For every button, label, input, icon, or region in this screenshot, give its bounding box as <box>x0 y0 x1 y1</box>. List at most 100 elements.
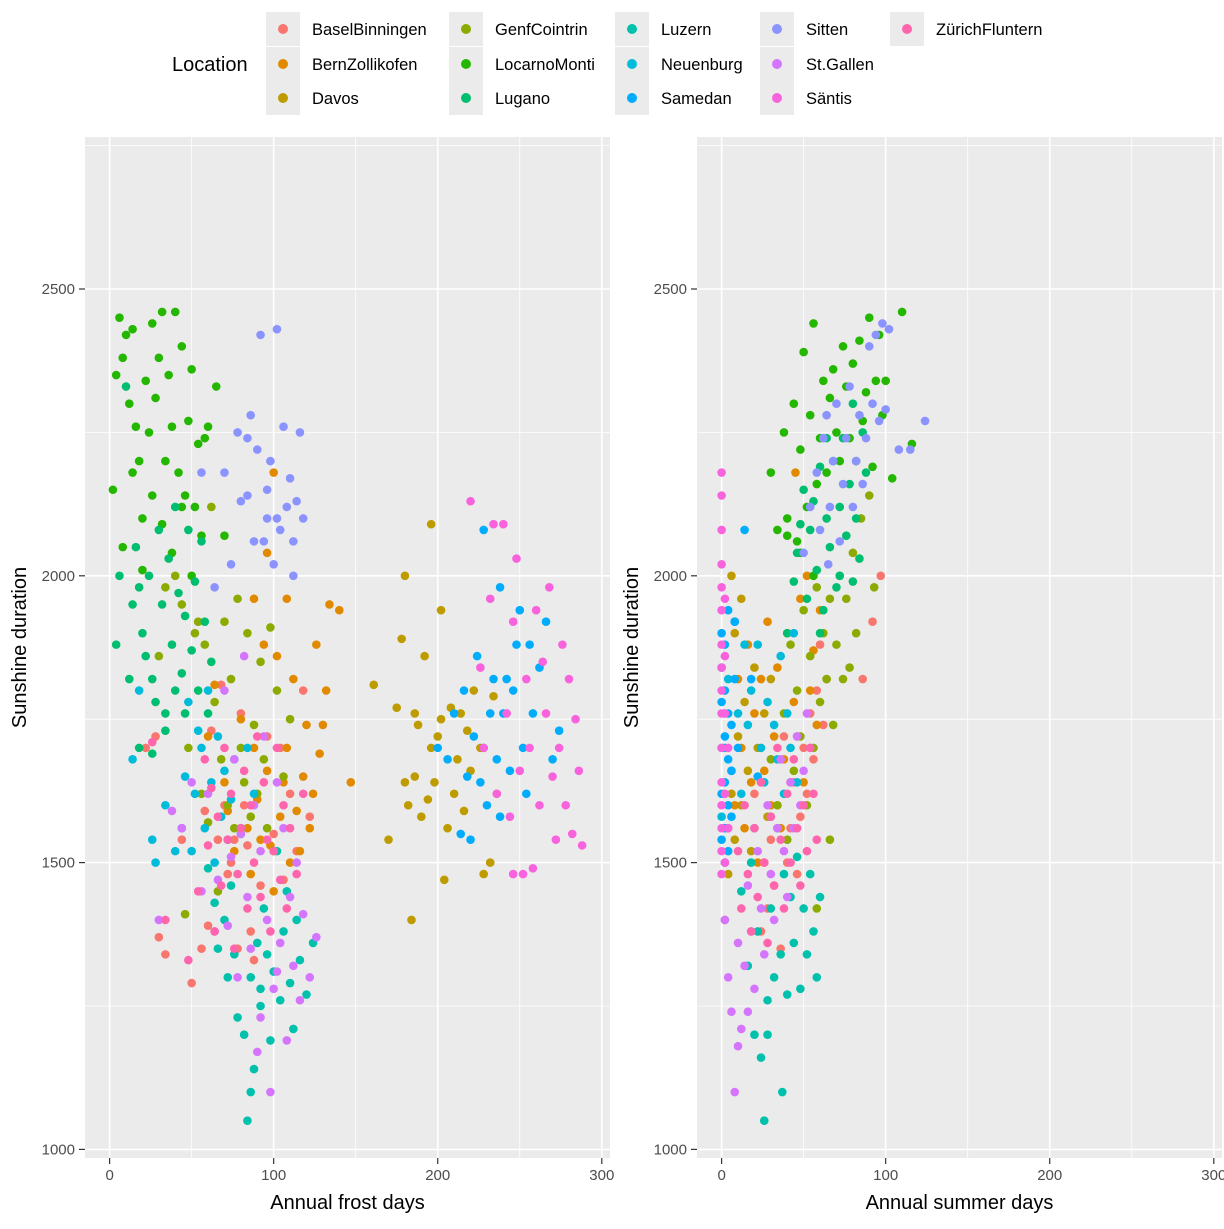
data-point <box>289 1024 298 1034</box>
data-point <box>285 473 295 483</box>
data-point <box>717 812 726 822</box>
data-point <box>485 709 495 718</box>
data-point <box>275 995 285 1005</box>
data-point <box>773 743 782 753</box>
data-point <box>802 709 812 718</box>
data-point <box>766 812 776 822</box>
legend-label: Samedan <box>661 90 732 108</box>
data-point <box>193 686 203 695</box>
data-point <box>861 433 871 443</box>
data-point <box>845 663 854 672</box>
data-point <box>766 904 776 913</box>
data-point <box>167 422 177 431</box>
data-point <box>881 405 890 414</box>
data-point <box>469 732 479 741</box>
data-point <box>161 915 170 925</box>
legend-key-dot <box>627 93 637 103</box>
data-point <box>279 800 288 810</box>
data-point <box>256 892 265 902</box>
legend-label: Davos <box>312 90 359 108</box>
y-tick-label: 2500 <box>42 281 75 298</box>
data-point <box>841 433 851 443</box>
data-point <box>538 657 548 667</box>
data-point <box>325 600 334 609</box>
data-point <box>802 594 812 604</box>
data-point <box>769 720 779 730</box>
data-point <box>750 709 759 718</box>
data-point <box>392 703 402 713</box>
data-point <box>285 789 295 799</box>
data-point <box>128 600 137 609</box>
data-point <box>766 835 776 844</box>
data-point <box>269 829 278 839</box>
data-point <box>809 319 818 328</box>
data-point <box>279 927 288 936</box>
data-point <box>756 674 766 684</box>
series-Lugano <box>111 382 216 758</box>
data-point <box>717 823 726 833</box>
data-point <box>782 892 792 902</box>
data-point <box>577 841 587 850</box>
data-point <box>868 617 877 626</box>
data-point <box>279 823 288 833</box>
data-point <box>779 428 789 437</box>
data-point <box>220 743 229 753</box>
legend-item: LocarnoMonti <box>449 47 595 81</box>
data-point <box>508 869 518 879</box>
data-point <box>223 835 233 844</box>
data-point <box>812 468 822 477</box>
legend-label: LocarnoMonti <box>495 56 595 74</box>
data-point <box>838 674 848 684</box>
data-point <box>782 835 792 844</box>
data-point <box>750 984 759 994</box>
data-point <box>825 835 835 844</box>
data-point <box>197 944 206 953</box>
data-point <box>717 663 726 672</box>
data-point <box>861 468 871 477</box>
data-point <box>180 772 190 781</box>
data-point <box>756 904 766 913</box>
data-point <box>161 456 170 466</box>
data-point <box>805 743 815 753</box>
data-point <box>289 571 298 581</box>
data-point <box>723 869 733 879</box>
legend-label: Säntis <box>806 90 852 108</box>
data-point <box>184 743 193 753</box>
data-point <box>828 456 838 466</box>
data-point <box>266 1087 275 1097</box>
data-point <box>420 651 429 661</box>
data-point <box>462 726 472 735</box>
data-point <box>226 789 236 799</box>
data-point <box>571 714 580 724</box>
data-point <box>845 382 854 391</box>
data-point <box>259 732 269 741</box>
data-point <box>187 846 196 856</box>
data-point <box>809 789 818 799</box>
data-point <box>776 651 785 661</box>
data-point <box>334 605 344 615</box>
data-point <box>492 789 502 799</box>
data-point <box>197 789 206 799</box>
data-point <box>177 342 187 351</box>
data-point <box>799 743 808 753</box>
data-point <box>848 359 858 368</box>
data-point <box>805 502 815 512</box>
data-point <box>229 944 239 953</box>
data-point <box>823 560 833 569</box>
data-point <box>835 456 845 466</box>
data-point <box>489 691 498 701</box>
y-tick-label: 1000 <box>654 1141 687 1158</box>
data-point <box>554 743 564 753</box>
data-point <box>855 554 864 563</box>
data-point <box>740 697 749 707</box>
data-point <box>851 628 861 638</box>
data-point <box>558 640 567 649</box>
data-point <box>544 582 554 592</box>
legend-key-dot <box>772 59 782 69</box>
data-point <box>802 789 812 799</box>
data-point <box>239 800 249 810</box>
data-point <box>269 560 278 569</box>
data-point <box>805 525 815 535</box>
data-point <box>792 852 802 862</box>
data-point <box>535 800 544 810</box>
